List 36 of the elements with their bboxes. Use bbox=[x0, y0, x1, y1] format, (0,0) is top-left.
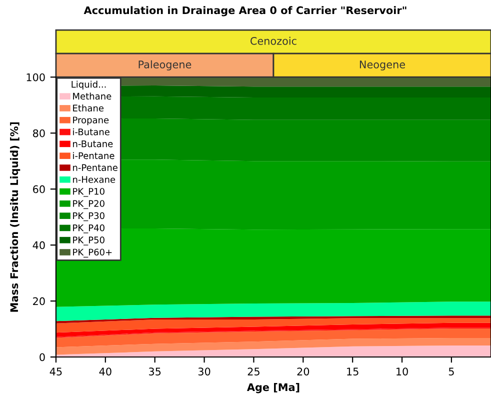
legend-label: Propane bbox=[73, 116, 109, 126]
x-tick-label: 25 bbox=[248, 368, 260, 376]
legend-label: PK_P60+ bbox=[73, 248, 112, 258]
x-tick-label: 5 bbox=[448, 368, 454, 376]
legend-label: PK_P50 bbox=[73, 236, 104, 246]
x-tick-label: 20 bbox=[297, 368, 310, 376]
legend-label: Ethane bbox=[73, 104, 104, 112]
x-tick-label: 40 bbox=[99, 368, 112, 376]
legend-label: n-Hexane bbox=[73, 176, 116, 183]
legend-label: PK_P20 bbox=[73, 200, 104, 209]
legend-label: PK_P40 bbox=[73, 224, 104, 234]
y-axis-title: Mass Fraction (Insitu Liquid) [%] bbox=[10, 122, 20, 312]
y-tick-label: 40 bbox=[32, 241, 45, 250]
legend-label: PK_P30 bbox=[73, 212, 104, 222]
legend-label: Methane bbox=[73, 92, 112, 100]
x-tick-label: 15 bbox=[347, 368, 358, 376]
y-tick-label: 0 bbox=[40, 353, 45, 362]
legend-label: i-Pentane bbox=[73, 152, 114, 160]
legend-label: n-Butane bbox=[73, 140, 113, 148]
x-tick-label: 10 bbox=[396, 368, 408, 376]
y-tick-label: 20 bbox=[33, 297, 45, 306]
y-tick-label: 60 bbox=[33, 185, 45, 194]
x-tick-label: 45 bbox=[50, 368, 62, 376]
x-tick-label: 30 bbox=[198, 368, 210, 376]
text: Cenozoic bbox=[250, 36, 296, 45]
legend-title: Liquid... bbox=[72, 80, 106, 90]
legend-label: n-Pentane bbox=[73, 164, 118, 171]
x-tick-label: 35 bbox=[149, 368, 161, 376]
chart-title: Accumulation in Drainage Area 0 of Carrier "Reservoir" bbox=[84, 6, 406, 16]
y-tick-label: 80 bbox=[33, 129, 45, 138]
text: Paleogene bbox=[138, 60, 192, 70]
text: Neogene bbox=[360, 60, 405, 70]
legend-label: i-Butane bbox=[73, 128, 110, 136]
x-axis-title: Age [Ma] bbox=[246, 383, 300, 394]
legend-label: PK_P10 bbox=[73, 188, 104, 197]
y-tick-label: 100 bbox=[26, 73, 45, 82]
